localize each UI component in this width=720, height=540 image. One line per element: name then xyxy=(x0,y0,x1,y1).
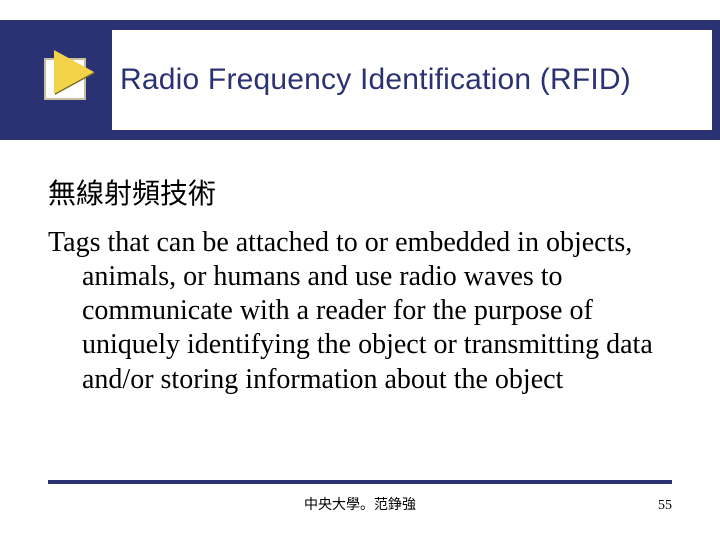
footer-divider xyxy=(48,480,672,484)
play-triangle-icon xyxy=(54,50,94,94)
slide-title: Radio Frequency Identification (RFID) xyxy=(120,63,631,97)
slide-subtitle: 無線射頻技術 xyxy=(48,172,672,212)
footer-author: 中央大學。范錚強 xyxy=(0,494,720,514)
page-number: 55 xyxy=(658,498,672,514)
slide-content: 無線射頻技術 Tags that can be attached to or e… xyxy=(48,172,672,397)
title-area: Radio Frequency Identification (RFID) xyxy=(112,30,712,130)
title-bullet xyxy=(44,44,100,100)
slide-body-text: Tags that can be attached to or embedded… xyxy=(48,226,672,397)
